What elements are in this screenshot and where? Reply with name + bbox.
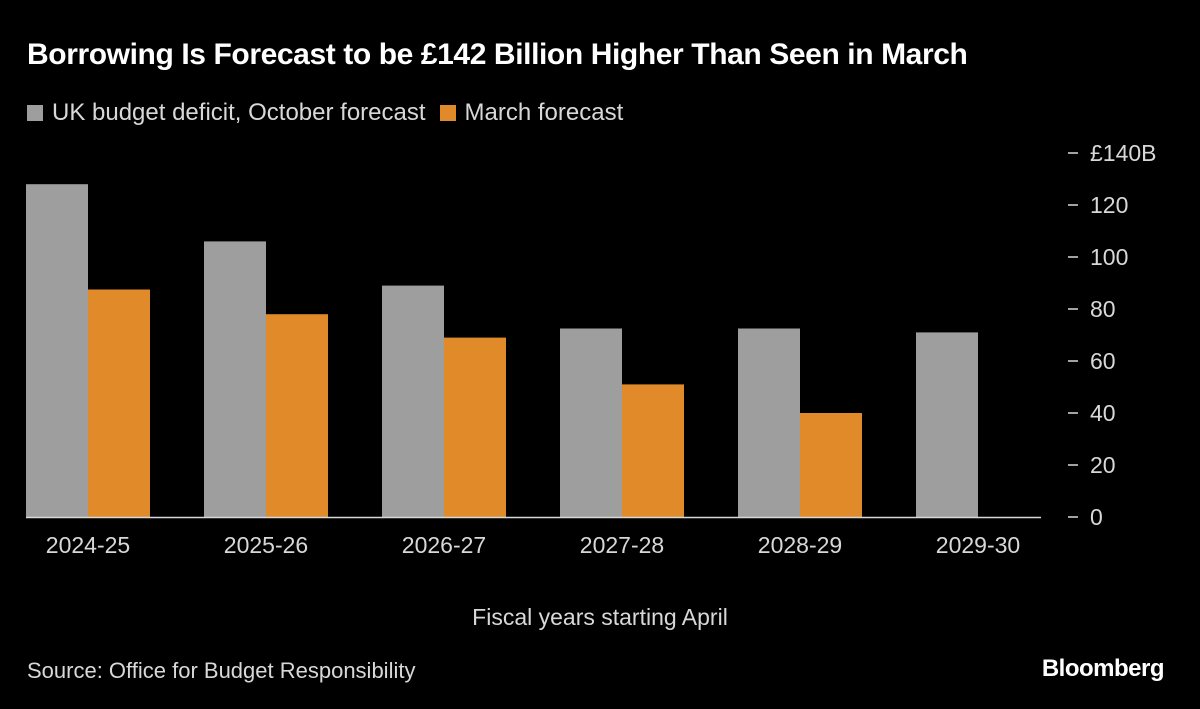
legend-item-march: March forecast [439,99,624,127]
x-tick-label: 2024-25 [46,532,130,558]
bloomberg-logo: Bloomberg [1041,655,1165,682]
x-tick-label: 2028-29 [758,532,842,558]
bar-march-2027-28 [622,384,684,517]
legend: UK budget deficit, October forecast Marc… [27,98,637,128]
bar-march-2025-26 [266,314,328,517]
source-note: Source: Office for Budget Responsibility [27,658,416,683]
bar-march-2026-27 [444,337,506,517]
bar-october-2028-29 [738,328,800,517]
bar-october-2024-25 [26,184,88,517]
y-tick-label: 20 [1090,452,1116,478]
bar-october-2027-28 [560,328,622,517]
y-tick-label: 80 [1090,296,1116,322]
legend-item-october: UK budget deficit, October forecast [27,99,426,127]
y-tick-label: 0 [1090,504,1103,530]
bar-october-2025-26 [204,241,266,517]
y-tick-label: 100 [1090,244,1128,270]
legend-swatch-october [27,105,43,121]
x-axis-title: Fiscal years starting April [472,604,728,630]
bar-march-2024-25 [88,289,150,517]
bar-october-2029-30 [916,332,978,517]
legend-label-march: March forecast [464,99,624,126]
bar-october-2026-27 [382,285,444,517]
x-tick-label: 2027-28 [580,532,664,558]
y-tick-label: 40 [1090,400,1116,426]
x-tick-label: 2029-30 [936,532,1020,558]
legend-label-october: UK budget deficit, October forecast [52,99,426,126]
chart-title: Borrowing Is Forecast to be £142 Billion… [27,38,968,71]
x-tick-label: 2026-27 [402,532,486,558]
y-tick-label: 60 [1090,348,1116,374]
legend-swatch-march [439,105,456,121]
y-tick-label: £140B [1090,140,1157,166]
y-tick-label: 120 [1090,192,1128,218]
x-tick-label: 2025-26 [224,532,308,558]
bar-march-2028-29 [800,413,862,517]
